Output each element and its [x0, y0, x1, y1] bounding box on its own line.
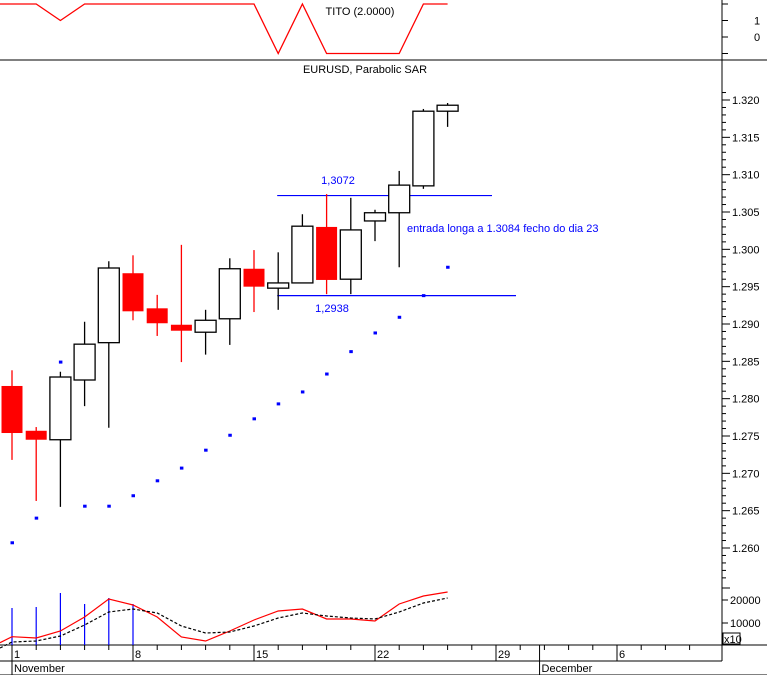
- hline-label-lower: 1,2938: [315, 303, 349, 315]
- sar-dot: [131, 494, 135, 498]
- x-tick-label: 1: [14, 649, 20, 661]
- sar-dot: [373, 331, 377, 335]
- candle-body: [267, 282, 290, 289]
- price-tick-label: 1.300: [732, 244, 760, 256]
- sar-dot: [155, 479, 160, 483]
- sar-dot: [228, 433, 232, 437]
- x-tick-label: 15: [256, 649, 268, 661]
- candle-body: [146, 308, 168, 324]
- candle-body: [49, 376, 72, 441]
- price-panel: 1.320 1.315 1.310 1.305 1.300 1.295 1.290 1.285…: [1, 92, 760, 579]
- indicator-line-solid: [0, 591, 448, 644]
- sar-dot: [58, 360, 63, 364]
- candle-body: [218, 268, 241, 320]
- x-tick-label: 22: [377, 649, 389, 661]
- candle-body: [363, 212, 387, 222]
- candle-body: [243, 268, 265, 287]
- x-tick-label: 6: [619, 649, 625, 661]
- indicator-line-dashed: [0, 597, 448, 649]
- candle-body: [73, 343, 96, 381]
- x-tick-label: 8: [135, 649, 141, 661]
- sar-dot: [397, 315, 402, 319]
- sar-dot: [83, 504, 87, 508]
- candle-body: [388, 184, 411, 214]
- candle-body: [25, 430, 47, 440]
- tito-line: [0, 2, 448, 55]
- multiplier-box: [722, 632, 741, 645]
- sar-dot: [276, 402, 281, 406]
- hline-label-upper: 1,3072: [321, 175, 355, 187]
- price-tick-label: 1.305: [732, 207, 760, 219]
- price-tick-label: 1.320: [732, 95, 760, 107]
- month-label: November: [14, 663, 65, 675]
- candle-body: [97, 267, 120, 344]
- sar-dot: [34, 516, 39, 520]
- main-panel-title: EURUSD, Parabolic SAR: [303, 64, 427, 76]
- price-tick-label: 1.315: [732, 132, 760, 144]
- price-tick-label: 1.260: [732, 543, 760, 555]
- candle-body: [436, 104, 459, 112]
- price-tick-label: 1.295: [732, 282, 760, 294]
- multiplier-label: x10: [724, 634, 742, 646]
- price-tick-label: 1.280: [732, 394, 760, 406]
- price-tick-label: 1.290: [732, 319, 760, 331]
- candle-body: [291, 225, 314, 284]
- tito-panel: 10: [0, 2, 760, 55]
- candle-body: [194, 319, 217, 333]
- sar-dot: [421, 294, 426, 298]
- candle-body: [170, 324, 192, 331]
- price-tick-label: 1.310: [732, 170, 760, 182]
- x-axis: 1 8 15 22 29 6 November December: [11, 645, 691, 675]
- sar-dot: [252, 417, 256, 421]
- volume-tick-label: 10000: [730, 618, 761, 630]
- sar-dot: [107, 504, 111, 508]
- x-tick-label: 29: [498, 649, 510, 661]
- price-tick-label: 1.285: [732, 356, 760, 368]
- candle-body: [1, 385, 23, 434]
- sar-dot: [179, 466, 184, 470]
- month-label: December: [542, 663, 593, 675]
- sar-dot: [10, 541, 14, 545]
- candle-body: [412, 110, 435, 187]
- sar-dot: [325, 372, 329, 376]
- sar-dot: [204, 448, 208, 452]
- price-tick-label: 1.265: [732, 506, 760, 518]
- volume-panel: 20000 10000: [0, 591, 761, 649]
- tito-tick-label: 0: [754, 32, 760, 44]
- sar-dot: [446, 265, 450, 269]
- tito-tick-label: 1: [754, 16, 760, 28]
- candle-body: [339, 229, 362, 280]
- candle-body: [316, 226, 338, 280]
- price-tick-label: 1.270: [732, 468, 760, 480]
- price-tick-label: 1.275: [732, 431, 760, 443]
- trade-annotation: entrada longa a 1.3084 fecho do dia 23: [407, 223, 598, 235]
- sar-dot: [300, 390, 305, 394]
- sar-dot: [349, 350, 353, 354]
- candle-body: [122, 273, 144, 312]
- tito-panel-title: TITO (2.0000): [326, 6, 395, 18]
- volume-tick-label: 20000: [730, 595, 761, 607]
